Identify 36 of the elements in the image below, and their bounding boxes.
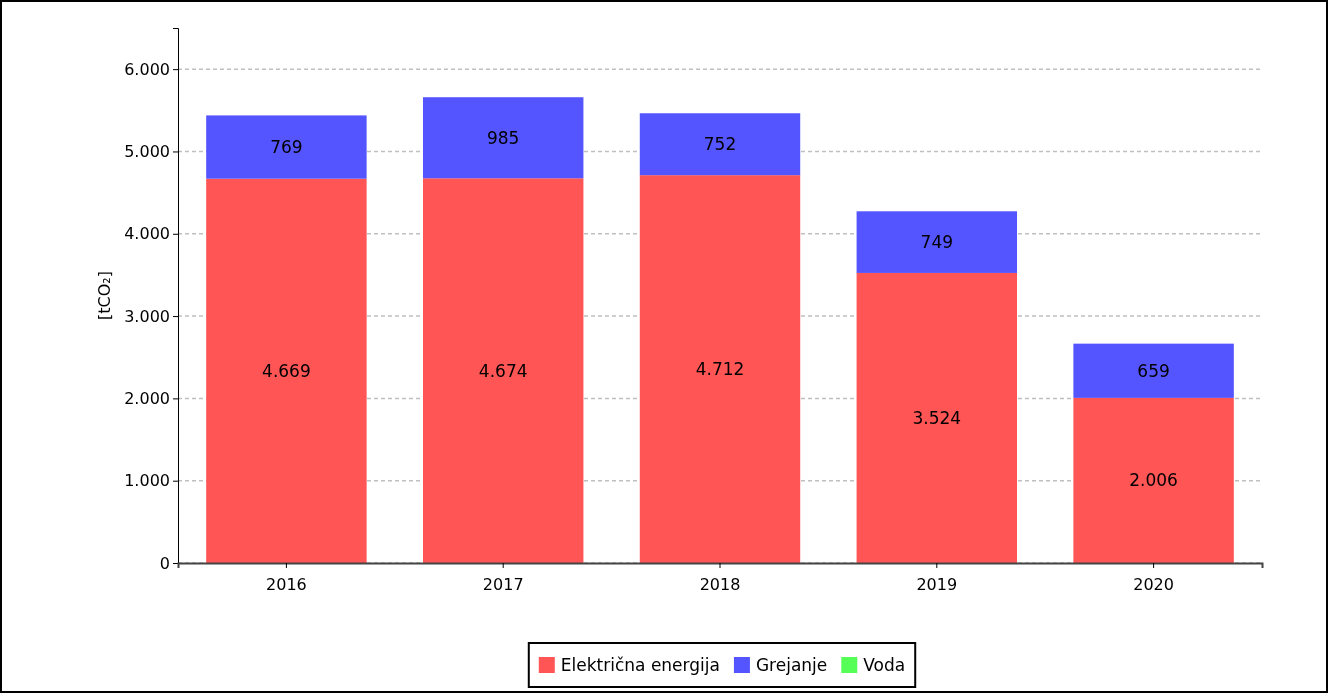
data-label: 4.669 — [262, 360, 311, 381]
bar — [206, 115, 367, 179]
x-tick-label: 2020 — [1133, 575, 1174, 595]
data-label: 659 — [1137, 360, 1170, 381]
y-tick-label: 3.000 — [124, 306, 170, 326]
data-label: 749 — [920, 232, 954, 253]
bar — [856, 211, 1018, 273]
data-label: 769 — [270, 137, 303, 158]
y-tick-label: 0 — [159, 553, 170, 573]
bar — [1073, 343, 1234, 398]
y-tick-label: 6.000 — [124, 59, 170, 79]
bar — [422, 178, 584, 563]
legend-label: Električna energija — [560, 654, 720, 675]
bar — [639, 113, 801, 176]
x-tick-label: 2017 — [482, 575, 524, 595]
y-tick-label: 1.000 — [124, 471, 170, 491]
data-label: 752 — [703, 134, 737, 155]
data-label: 2.006 — [1129, 470, 1178, 491]
bar — [422, 97, 584, 179]
y-axis-title: [tCO₂] — [95, 271, 114, 320]
x-tick-label: 2016 — [266, 575, 307, 595]
data-label: 985 — [486, 127, 520, 148]
data-label: 4.674 — [478, 360, 528, 381]
legend-label: Grejanje — [755, 654, 828, 675]
data-label: 3.524 — [912, 407, 962, 428]
y-tick-label: 4.000 — [124, 224, 170, 244]
legend-label: Voda — [863, 654, 906, 675]
bar — [206, 178, 367, 563]
x-tick-label: 2019 — [916, 575, 958, 595]
y-tick-label: 5.000 — [124, 142, 170, 162]
bar — [639, 175, 801, 563]
y-tick-label: 2.000 — [124, 389, 170, 408]
bar — [856, 272, 1018, 563]
data-label: 4.712 — [695, 359, 745, 380]
x-tick-label: 2018 — [699, 575, 741, 595]
bar — [1073, 397, 1234, 563]
